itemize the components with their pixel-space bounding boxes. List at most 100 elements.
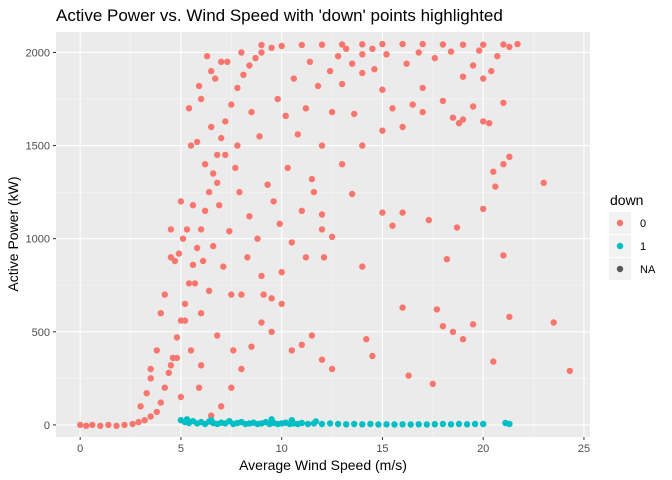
data-point (367, 420, 374, 428)
data-point (147, 375, 154, 382)
data-point (238, 291, 245, 298)
data-point (185, 105, 193, 112)
data-point (171, 257, 179, 265)
data-point (425, 216, 432, 224)
data-point (141, 417, 148, 424)
data-point (97, 422, 104, 429)
y-tick-label: 2000 (26, 47, 50, 59)
legend-symbol (616, 265, 624, 273)
data-point (500, 161, 507, 168)
x-tick-label: 0 (77, 443, 83, 455)
data-point (258, 272, 265, 280)
data-point (391, 421, 398, 428)
data-point (228, 291, 235, 298)
data-point (268, 44, 275, 51)
data-point (399, 209, 406, 216)
data-point (486, 120, 493, 127)
legend-symbol (616, 242, 624, 250)
data-point (197, 310, 205, 317)
data-point (550, 319, 557, 326)
data-point (494, 53, 501, 60)
data-point (205, 287, 213, 294)
data-point (318, 420, 326, 428)
data-point (224, 58, 231, 65)
data-point (193, 138, 201, 146)
data-point (308, 175, 316, 183)
data-point (431, 421, 438, 428)
data-point (228, 384, 235, 391)
data-point (326, 67, 334, 75)
data-point (338, 161, 346, 168)
data-point (338, 80, 346, 88)
data-point (258, 41, 265, 49)
data-point (403, 60, 410, 67)
data-point (540, 179, 547, 186)
data-point (222, 118, 229, 125)
data-point (234, 142, 241, 149)
data-point (187, 347, 195, 354)
data-point (214, 179, 221, 186)
data-point (161, 384, 168, 391)
data-point (157, 399, 164, 406)
data-point (415, 421, 422, 428)
x-tick-label: 15 (376, 443, 388, 455)
data-point (181, 317, 189, 324)
data-point (375, 421, 382, 428)
plot-panel (56, 32, 590, 437)
data-point (480, 75, 487, 82)
data-point (308, 332, 316, 339)
data-point (181, 300, 189, 308)
data-point (143, 390, 150, 397)
data-point (226, 228, 233, 235)
data-point (500, 41, 507, 48)
data-point (371, 66, 378, 73)
data-point (423, 421, 430, 428)
data-point (566, 367, 573, 375)
data-point (258, 49, 265, 56)
data-point (379, 86, 386, 93)
data-point (153, 408, 160, 416)
data-point (439, 97, 447, 105)
legend: down 0 1 NA (609, 192, 656, 280)
data-point (439, 323, 447, 330)
data-point (212, 75, 219, 82)
data-point (463, 421, 471, 428)
data-point (455, 420, 463, 428)
data-point (135, 418, 142, 426)
data-point (260, 291, 267, 298)
data-point (216, 202, 223, 209)
legend-label: 1 (640, 241, 646, 253)
data-point (439, 420, 447, 428)
data-point (203, 53, 211, 60)
data-point (443, 256, 451, 263)
grid-lines (56, 32, 590, 437)
data-point (137, 403, 144, 410)
data-point (254, 235, 261, 242)
data-point (363, 336, 370, 343)
data-point (338, 41, 346, 48)
data-point (459, 41, 467, 48)
data-point (334, 53, 342, 60)
data-point (268, 416, 275, 423)
data-point (343, 45, 350, 52)
data-point (187, 142, 195, 149)
data-point (248, 343, 255, 350)
data-point (379, 127, 386, 134)
data-point (197, 95, 205, 103)
data-point (500, 252, 507, 259)
data-point (318, 142, 326, 149)
data-point (201, 161, 209, 168)
data-point (379, 40, 386, 48)
data-point (359, 41, 366, 48)
data-point (480, 420, 487, 428)
data-point (197, 362, 205, 369)
data-point (161, 291, 168, 298)
x-tick-label: 5 (178, 443, 184, 455)
data-point (232, 164, 239, 172)
data-point (359, 69, 366, 77)
data-point (208, 123, 215, 131)
data-point (328, 108, 336, 116)
data-point (480, 41, 487, 48)
data-point (268, 295, 275, 302)
data-point (284, 164, 291, 172)
